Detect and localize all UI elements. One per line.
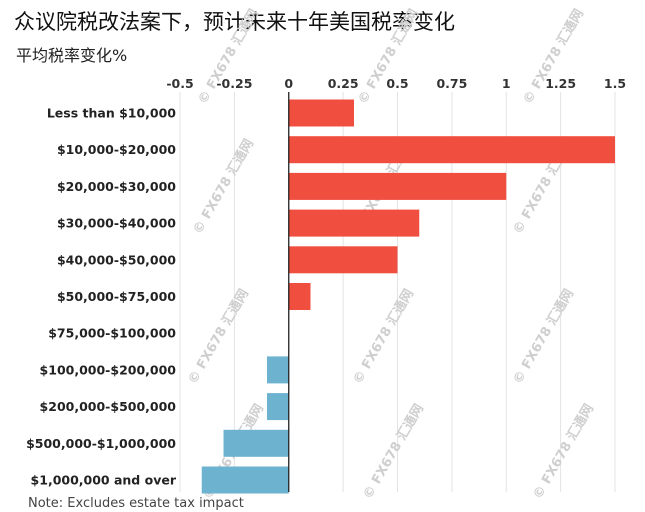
x-tick-label: 0 bbox=[284, 76, 293, 91]
watermark-text: © FX678 汇通网 bbox=[350, 286, 417, 387]
watermark-text: © FX678 汇通网 bbox=[510, 286, 577, 387]
watermark-text: © FX678 汇通网 bbox=[530, 401, 597, 502]
bar bbox=[267, 393, 289, 421]
watermark-text: © FX678 汇通网 bbox=[195, 6, 262, 107]
chart-title: 众议院税改法案下，预计未来十年美国税率变化 bbox=[14, 10, 455, 34]
x-tick-label: 0.5 bbox=[386, 76, 408, 91]
bar bbox=[288, 283, 311, 310]
category-label: $500,000-$1,000,000 bbox=[26, 436, 176, 451]
category-labels: Less than $10,000 $10,000-$20,000 $20,000-… bbox=[26, 106, 177, 488]
bar bbox=[223, 429, 289, 457]
category-label: $50,000-$75,000 bbox=[57, 289, 176, 304]
chart-note: Note: Excludes estate tax impact bbox=[28, 496, 244, 511]
category-label: $100,000-$200,000 bbox=[40, 362, 177, 377]
x-tick-label: 0.75 bbox=[436, 76, 467, 91]
category-label: $75,000-$100,000 bbox=[48, 326, 176, 341]
chart-subtitle: 平均税率变化% bbox=[16, 46, 128, 65]
category-label: $1,000,000 and over bbox=[31, 473, 177, 488]
watermark-text: © FX678 汇通网 bbox=[185, 286, 252, 387]
x-tick-label: -0.5 bbox=[166, 76, 193, 91]
watermark-text: © FX678 汇通网 bbox=[360, 401, 427, 502]
category-label: $10,000-$20,000 bbox=[57, 142, 176, 157]
watermark-text: © FX678 汇通网 bbox=[355, 6, 422, 107]
bar bbox=[288, 136, 615, 164]
watermark-text: © FX678 汇通网 bbox=[520, 6, 587, 107]
bar bbox=[288, 172, 507, 200]
category-label: $40,000-$50,000 bbox=[57, 252, 176, 267]
x-tick-label: 1.5 bbox=[604, 76, 626, 91]
category-label: Less than $10,000 bbox=[47, 106, 176, 121]
bar bbox=[288, 209, 420, 237]
bar bbox=[201, 466, 289, 494]
watermark-text: © FX678 汇通网 bbox=[190, 136, 257, 237]
bar bbox=[288, 99, 354, 127]
bar bbox=[267, 356, 289, 384]
bars bbox=[201, 99, 615, 494]
x-tick-label: -0.25 bbox=[216, 76, 252, 91]
category-label: $20,000-$30,000 bbox=[57, 179, 176, 194]
bar bbox=[288, 246, 398, 274]
x-tick-label: 1 bbox=[502, 76, 511, 91]
x-tick-label: 1.25 bbox=[545, 76, 576, 91]
category-label: $30,000-$40,000 bbox=[57, 216, 176, 231]
x-tick-label: 0.25 bbox=[328, 76, 359, 91]
x-tick-labels: -0.5 -0.25 0 0.25 0.5 0.75 1 1.25 1.5 bbox=[166, 76, 626, 91]
category-label: $200,000-$500,000 bbox=[40, 399, 177, 414]
